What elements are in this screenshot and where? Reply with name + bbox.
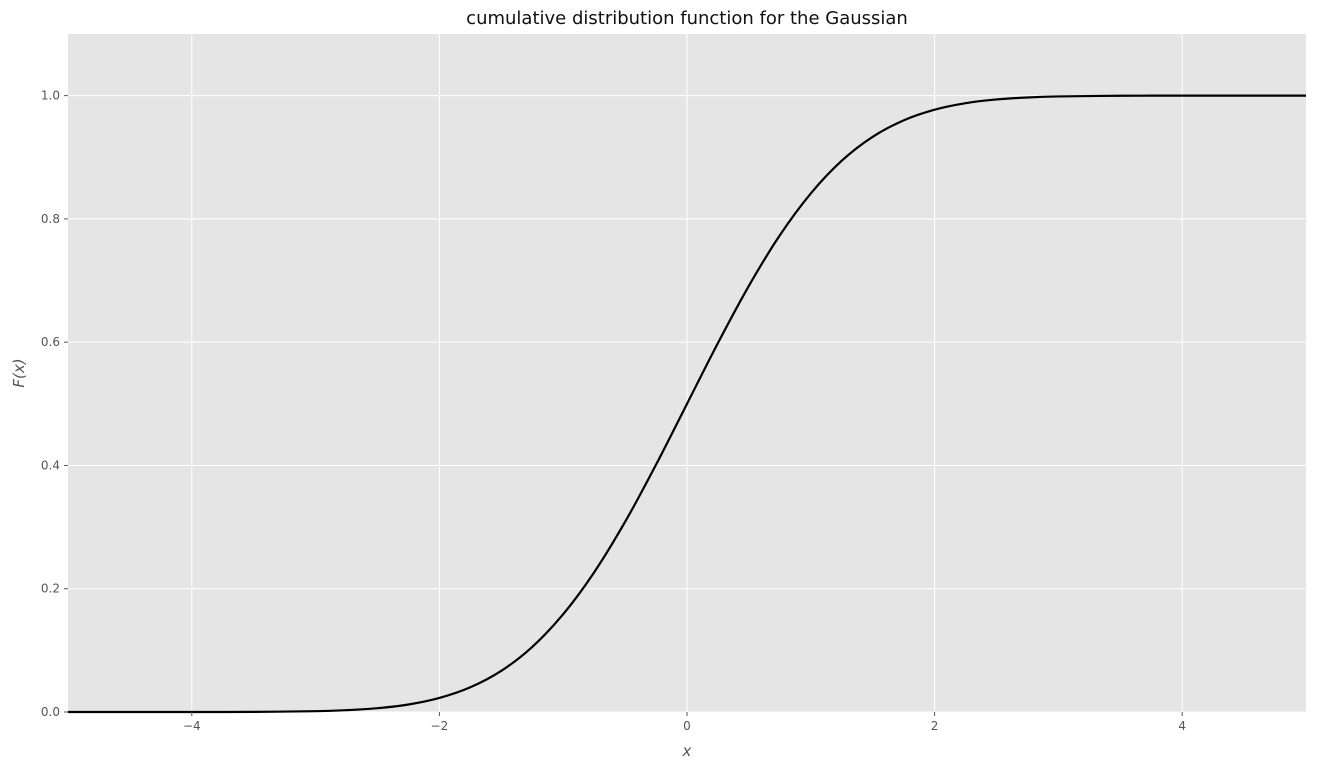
y-tick-label: 1.0 (41, 89, 60, 103)
x-tick-label: 0 (683, 719, 691, 733)
y-tick-label: 0.8 (41, 212, 60, 226)
x-axis-ticks: −4 −2 0 2 4 (183, 712, 1186, 733)
x-tick-label: 4 (1178, 719, 1186, 733)
chart-title: cumulative distribution function for the… (466, 8, 908, 29)
series-layer (68, 94, 1306, 714)
y-tick-label: 0.0 (41, 705, 60, 719)
y-tick-label: 0.4 (41, 458, 60, 472)
x-tick-label: −2 (431, 719, 449, 733)
cdf-series-line (68, 94, 1306, 714)
x-axis-title: x (682, 742, 692, 760)
y-tick-label: 0.2 (41, 582, 60, 596)
y-axis-ticks: 0.0 0.2 0.4 0.6 0.8 1.0 (41, 89, 68, 719)
x-tick-label: −4 (183, 719, 201, 733)
y-tick-label: 0.6 (41, 335, 60, 349)
y-axis-title: F(x) (10, 358, 28, 387)
x-tick-label: 2 (931, 719, 939, 733)
